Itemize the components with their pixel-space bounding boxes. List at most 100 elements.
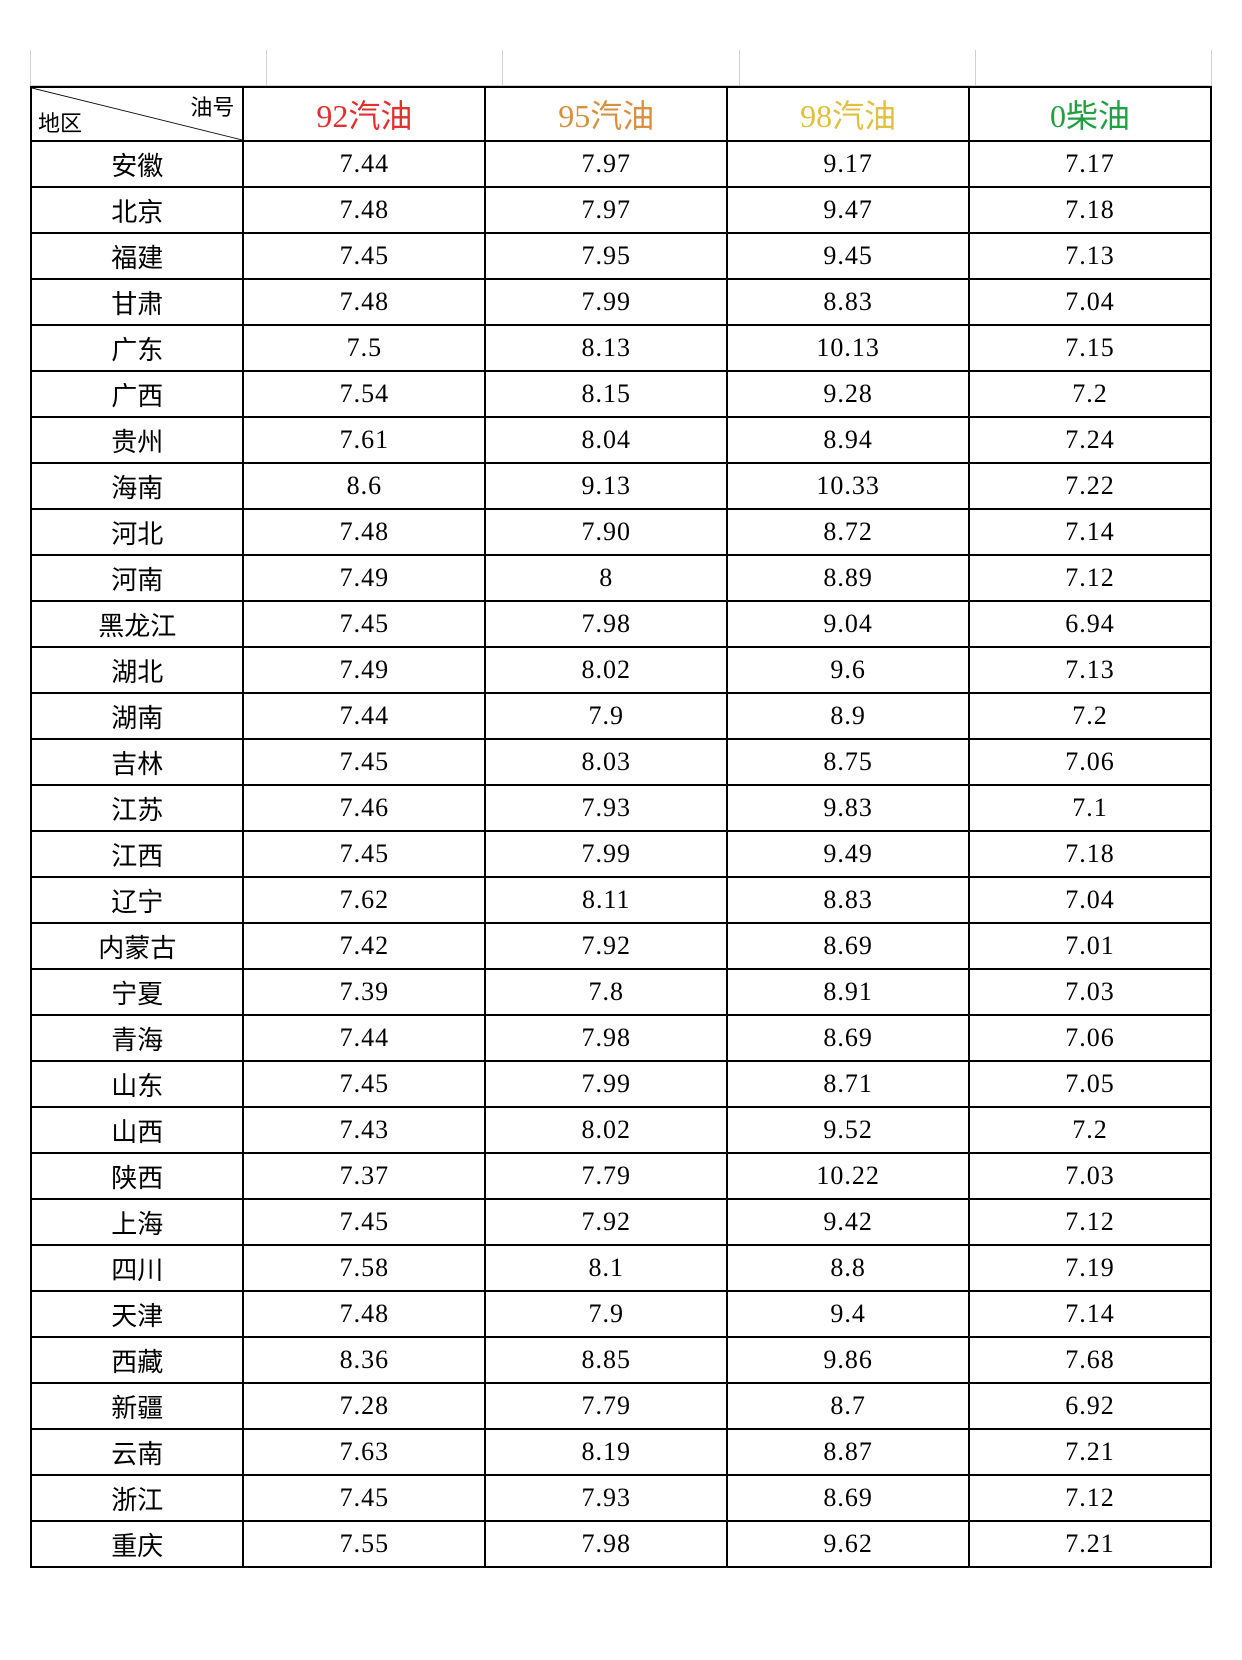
value-cell: 7.12 — [969, 1475, 1211, 1521]
table-row: 西藏8.368.859.867.68 — [31, 1337, 1211, 1383]
value-cell: 10.33 — [727, 463, 969, 509]
value-cell: 7.04 — [969, 279, 1211, 325]
value-cell: 7.45 — [243, 1475, 485, 1521]
table-row: 黑龙江7.457.989.046.94 — [31, 601, 1211, 647]
table-row: 云南7.638.198.877.21 — [31, 1429, 1211, 1475]
value-cell: 8.8 — [727, 1245, 969, 1291]
table-header-row: 油号 地区 92汽油95汽油98汽油0柴油 — [31, 87, 1211, 141]
value-cell: 9.42 — [727, 1199, 969, 1245]
region-cell: 上海 — [31, 1199, 243, 1245]
table-row: 江苏7.467.939.837.1 — [31, 785, 1211, 831]
value-cell: 9.28 — [727, 371, 969, 417]
value-cell: 7.45 — [243, 233, 485, 279]
corner-header: 油号 地区 — [31, 87, 243, 141]
table-row: 浙江7.457.938.697.12 — [31, 1475, 1211, 1521]
value-cell: 7.5 — [243, 325, 485, 371]
value-cell: 9.6 — [727, 647, 969, 693]
region-cell: 湖南 — [31, 693, 243, 739]
table-row: 湖南7.447.98.97.2 — [31, 693, 1211, 739]
value-cell: 7.21 — [969, 1521, 1211, 1567]
region-cell: 广东 — [31, 325, 243, 371]
value-cell: 7.12 — [969, 1199, 1211, 1245]
value-cell: 9.52 — [727, 1107, 969, 1153]
value-cell: 8.04 — [485, 417, 727, 463]
value-cell: 7.05 — [969, 1061, 1211, 1107]
value-cell: 7.98 — [485, 1521, 727, 1567]
value-cell: 7.14 — [969, 509, 1211, 555]
region-cell: 甘肃 — [31, 279, 243, 325]
value-cell: 8.9 — [727, 693, 969, 739]
table-row: 青海7.447.988.697.06 — [31, 1015, 1211, 1061]
value-cell: 8.69 — [727, 1015, 969, 1061]
value-cell: 7.2 — [969, 1107, 1211, 1153]
value-cell: 7.99 — [485, 1061, 727, 1107]
table-row: 广西7.548.159.287.2 — [31, 371, 1211, 417]
value-cell: 8.15 — [485, 371, 727, 417]
value-cell: 8.13 — [485, 325, 727, 371]
region-cell: 黑龙江 — [31, 601, 243, 647]
value-cell: 8.91 — [727, 969, 969, 1015]
value-cell: 7.43 — [243, 1107, 485, 1153]
table-row: 北京7.487.979.477.18 — [31, 187, 1211, 233]
region-cell: 湖北 — [31, 647, 243, 693]
value-cell: 8.19 — [485, 1429, 727, 1475]
value-cell: 7.54 — [243, 371, 485, 417]
value-cell: 8.03 — [485, 739, 727, 785]
value-cell: 6.92 — [969, 1383, 1211, 1429]
value-cell: 8.6 — [243, 463, 485, 509]
value-cell: 7.79 — [485, 1383, 727, 1429]
value-cell: 8.69 — [727, 1475, 969, 1521]
region-cell: 青海 — [31, 1015, 243, 1061]
value-cell: 8.87 — [727, 1429, 969, 1475]
region-cell: 北京 — [31, 187, 243, 233]
value-cell: 7.62 — [243, 877, 485, 923]
value-cell: 8.94 — [727, 417, 969, 463]
region-cell: 四川 — [31, 1245, 243, 1291]
table-row: 新疆7.287.798.76.92 — [31, 1383, 1211, 1429]
value-cell: 7.55 — [243, 1521, 485, 1567]
table-row: 甘肃7.487.998.837.04 — [31, 279, 1211, 325]
value-cell: 7.19 — [969, 1245, 1211, 1291]
value-cell: 8.83 — [727, 877, 969, 923]
value-cell: 7.45 — [243, 739, 485, 785]
corner-bottom-label: 地区 — [38, 106, 82, 138]
value-cell: 8.89 — [727, 555, 969, 601]
region-cell: 广西 — [31, 371, 243, 417]
value-cell: 8.1 — [485, 1245, 727, 1291]
value-cell: 9.45 — [727, 233, 969, 279]
value-cell: 7.44 — [243, 141, 485, 187]
value-cell: 7.98 — [485, 1015, 727, 1061]
column-header-0: 92汽油 — [243, 87, 485, 141]
value-cell: 7.48 — [243, 187, 485, 233]
region-cell: 江西 — [31, 831, 243, 877]
region-cell: 陕西 — [31, 1153, 243, 1199]
value-cell: 7.58 — [243, 1245, 485, 1291]
value-cell: 8.69 — [727, 923, 969, 969]
table-row: 宁夏7.397.88.917.03 — [31, 969, 1211, 1015]
value-cell: 7.15 — [969, 325, 1211, 371]
value-cell: 7.2 — [969, 371, 1211, 417]
table-row: 上海7.457.929.427.12 — [31, 1199, 1211, 1245]
value-cell: 7.45 — [243, 601, 485, 647]
value-cell: 7.46 — [243, 785, 485, 831]
column-header-1: 95汽油 — [485, 87, 727, 141]
table-row: 天津7.487.99.47.14 — [31, 1291, 1211, 1337]
value-cell: 9.13 — [485, 463, 727, 509]
value-cell: 7.99 — [485, 279, 727, 325]
value-cell: 7.37 — [243, 1153, 485, 1199]
region-cell: 重庆 — [31, 1521, 243, 1567]
value-cell: 7.97 — [485, 141, 727, 187]
value-cell: 7.39 — [243, 969, 485, 1015]
value-cell: 7.01 — [969, 923, 1211, 969]
column-header-3: 0柴油 — [969, 87, 1211, 141]
value-cell: 9.47 — [727, 187, 969, 233]
table-row: 吉林7.458.038.757.06 — [31, 739, 1211, 785]
fuel-price-table: 油号 地区 92汽油95汽油98汽油0柴油 安徽7.447.979.177.17… — [30, 86, 1212, 1568]
value-cell: 7.28 — [243, 1383, 485, 1429]
table-row: 陕西7.377.7910.227.03 — [31, 1153, 1211, 1199]
value-cell: 7.44 — [243, 693, 485, 739]
region-cell: 云南 — [31, 1429, 243, 1475]
value-cell: 8.72 — [727, 509, 969, 555]
value-cell: 7.95 — [485, 233, 727, 279]
value-cell: 9.86 — [727, 1337, 969, 1383]
